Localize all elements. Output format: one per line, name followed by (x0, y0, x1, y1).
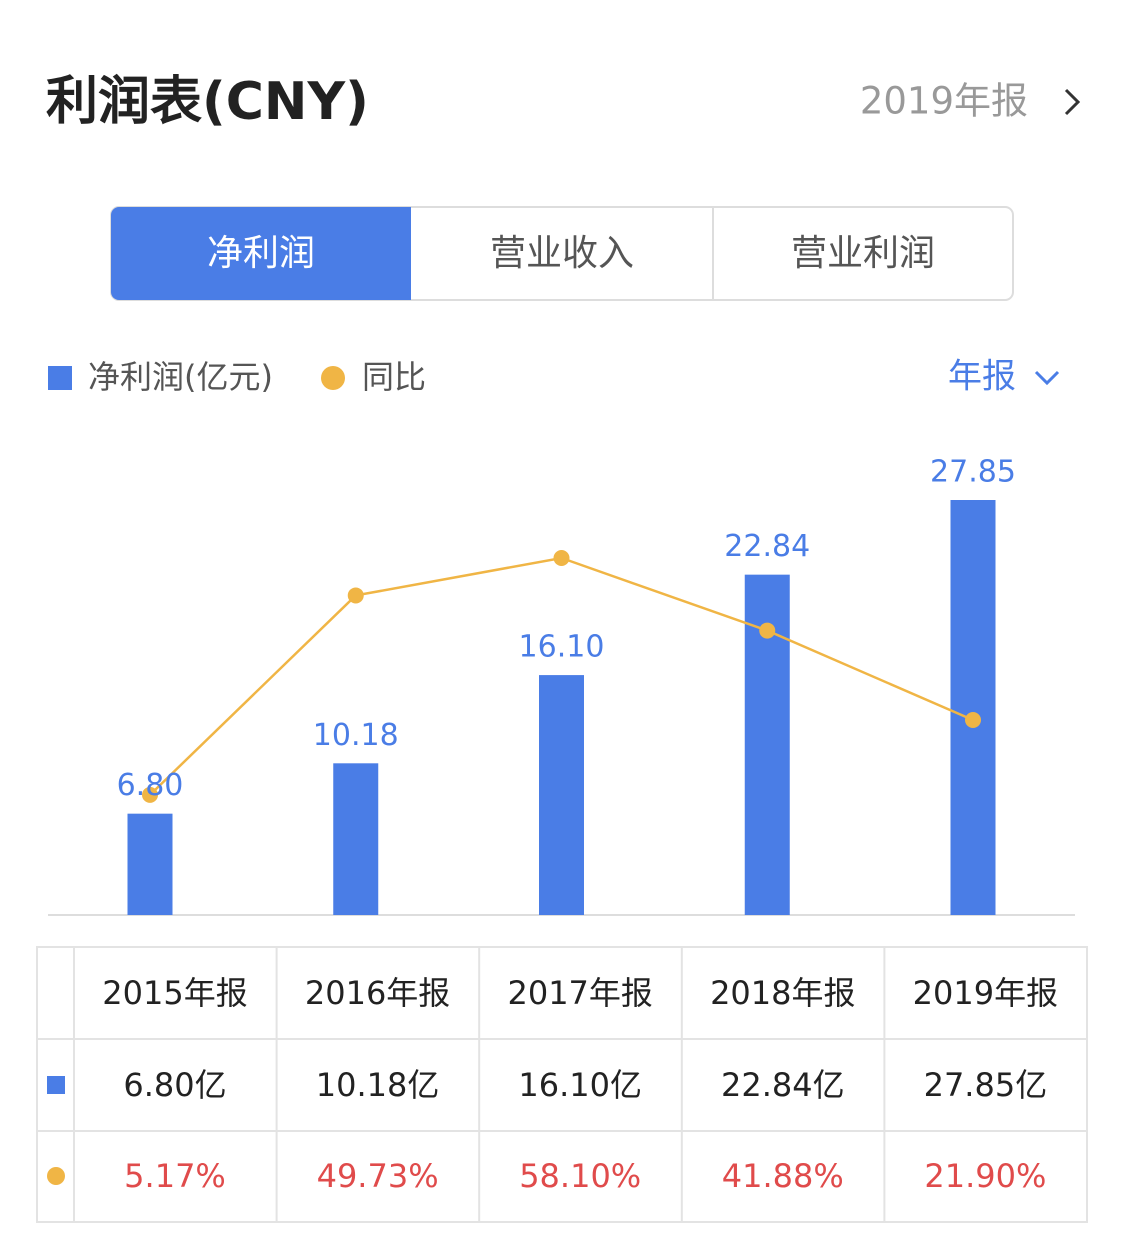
line-point (553, 550, 570, 566)
legend-label: 净利润(亿元) (88, 358, 273, 396)
cell: 10.18亿 (316, 1066, 440, 1104)
report-link[interactable]: 2019年报 (860, 80, 1028, 123)
cell: 6.80亿 (123, 1066, 226, 1104)
legend-swatch (48, 366, 72, 390)
title: 利润表(CNY) (46, 72, 369, 132)
row-swatch (47, 1076, 65, 1094)
line-point (142, 786, 158, 803)
column-header: 2016年报 (305, 974, 450, 1012)
cell: 5.17% (124, 1157, 226, 1195)
cell: 58.10% (519, 1157, 641, 1195)
line-point (759, 622, 776, 639)
chevron-down[interactable] (1034, 370, 1060, 386)
bar-label: 22.84 (724, 529, 810, 564)
column-header: 2015年报 (102, 974, 247, 1012)
bar-label: 6.80 (117, 768, 184, 803)
tab[interactable]: 营业利润 (791, 233, 935, 274)
tab[interactable]: 营业收入 (490, 233, 634, 274)
chevron-right[interactable] (1064, 88, 1081, 116)
line-point (965, 711, 981, 728)
column-header: 2017年报 (507, 974, 652, 1012)
cell: 22.84亿 (721, 1066, 845, 1104)
bar-label: 27.85 (930, 455, 1016, 490)
tab[interactable]: 净利润 (207, 233, 315, 274)
bar (950, 500, 996, 915)
cell: 27.85亿 (924, 1066, 1048, 1104)
bar-label: 10.18 (313, 718, 399, 753)
column-header: 2018年报 (710, 974, 855, 1012)
legend-swatch (321, 366, 345, 390)
cell: 16.10亿 (518, 1066, 642, 1104)
bar (539, 675, 584, 915)
row-swatch (47, 1167, 65, 1185)
line-point (347, 587, 364, 604)
period-selector[interactable]: 年报 (948, 357, 1016, 397)
bar (127, 813, 173, 915)
legend-label: 同比 (362, 358, 426, 396)
table: 2015年报 2016年报 2017年报 2018年报 2019年报 6.80亿 10.18… (36, 946, 1088, 1223)
cell: 21.90% (924, 1157, 1046, 1195)
cell: 41.88% (722, 1157, 844, 1195)
cell: 49.73% (317, 1157, 439, 1195)
column-header: 2019年报 (913, 974, 1058, 1012)
bar-label: 16.10 (519, 630, 605, 665)
bar (333, 763, 379, 915)
tab-active-bg (111, 207, 411, 300)
